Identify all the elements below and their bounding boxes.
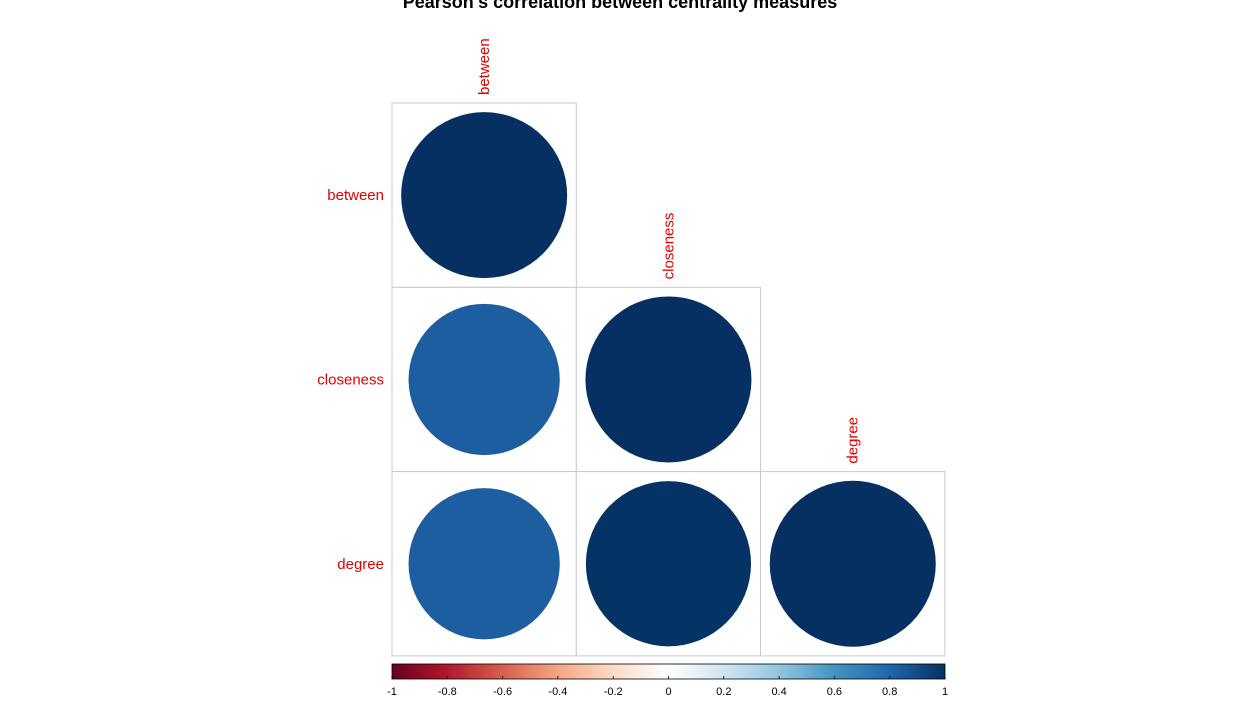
corr-circle-between-between	[401, 112, 568, 279]
colorbar-tick-label: -1	[387, 686, 397, 698]
colorbar-tick-label: -0.6	[493, 686, 512, 698]
variable-labels: between between closeness closeness degree de…	[317, 38, 861, 572]
col-label-closeness: closeness	[660, 213, 677, 280]
colorbar: -1 -0.8 -0.6 -0.4 -0.2 0 0.2 0.4 0.6 0.8 1	[387, 663, 948, 698]
row-label-degree: degree	[337, 556, 384, 573]
corr-circle-closeness-closeness	[585, 296, 752, 463]
corr-circle-degree-degree	[769, 480, 936, 647]
colorbar-tick-label: 0.4	[771, 686, 786, 698]
corr-circle-degree-between	[408, 488, 560, 640]
correlation-cells	[391, 102, 946, 657]
colorbar-tick-label: 0.6	[827, 686, 842, 698]
colorbar-tick-label: 0.2	[716, 686, 731, 698]
colorbar-tick-label: -0.8	[438, 686, 457, 698]
corr-circle-closeness-between	[408, 303, 560, 456]
colorbar-tick-label: -0.2	[604, 686, 623, 698]
row-label-closeness: closeness	[317, 371, 384, 388]
row-label-between: between	[327, 187, 384, 204]
colorbar-tick-label: 0	[665, 686, 671, 698]
colorbar-tick-label: 0.8	[882, 686, 897, 698]
colorbar-tick-label: 1	[942, 686, 948, 698]
colorbar-tick-label: -0.4	[548, 686, 567, 698]
chart-title: Pearson's correlation between centrality…	[403, 0, 837, 12]
col-label-degree: degree	[845, 417, 862, 464]
col-label-between: between	[476, 38, 493, 95]
corr-circle-degree-closeness	[585, 481, 752, 647]
